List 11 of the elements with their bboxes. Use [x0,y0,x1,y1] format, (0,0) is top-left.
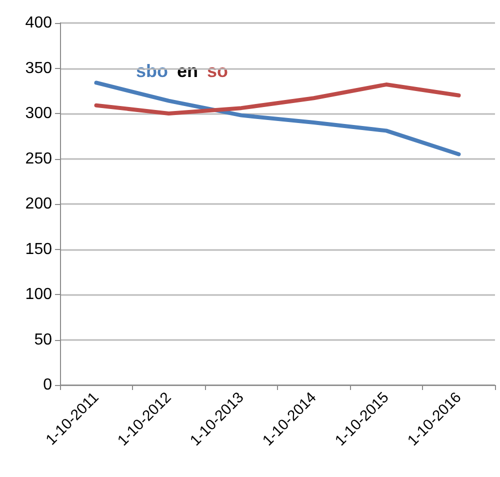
y-tick-label: 350 [25,60,52,77]
y-tick-label: 0 [43,376,52,394]
y-tick-label: 200 [25,196,52,212]
y-tick-label: 150 [25,240,52,258]
y-tick-label: 50 [34,331,52,348]
line-series [94,80,461,156]
y-tick-label: 100 [25,286,52,303]
y-tick-label: 250 [25,150,52,168]
line-series [94,82,461,116]
y-tick-label: 400 [25,14,52,32]
y-tick-label: 300 [25,105,52,122]
